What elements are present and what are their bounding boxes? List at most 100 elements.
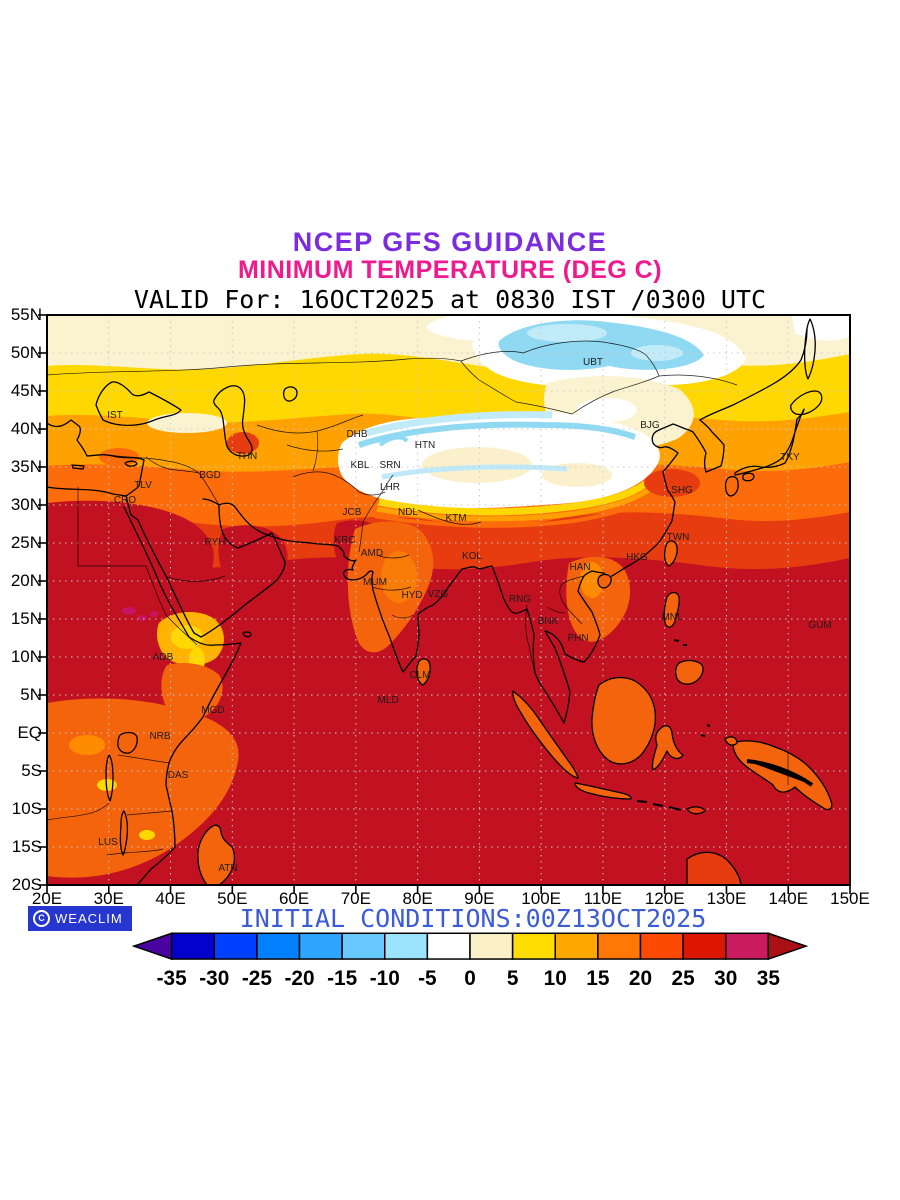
city-label-ryh: RYH xyxy=(205,537,226,548)
city-label-atn: ATN xyxy=(218,863,237,874)
lat-tick-25n: 25N xyxy=(10,533,42,552)
colorbar-tick--20: -20 xyxy=(284,967,314,990)
colorbar-tick-10: 10 xyxy=(544,967,567,990)
city-label-mld: MLD xyxy=(377,695,398,706)
colorbar-tick--30: -30 xyxy=(199,967,229,990)
lat-tick-10s: 10S xyxy=(11,799,42,818)
colorbar-cell-4 xyxy=(341,932,386,960)
city-label-kol: KOL xyxy=(462,551,482,562)
colorbar-arrow-right xyxy=(767,932,808,961)
lat-tick-15s: 15S xyxy=(11,837,42,856)
temperature-field xyxy=(47,314,850,885)
lat-tick-20s: 20S xyxy=(11,875,42,894)
lat-tick-eq: EQ xyxy=(17,723,42,742)
map-frame xyxy=(46,314,851,886)
lat-tick-5s: 5S xyxy=(21,761,42,780)
city-label-amd: AMD xyxy=(361,548,383,559)
city-label-bgd: BGD xyxy=(199,470,221,481)
copyright-circle-icon: C xyxy=(33,910,50,927)
city-label-mgd: MGD xyxy=(201,705,224,716)
city-label-das: DAS xyxy=(168,770,189,781)
city-label-srn: SRN xyxy=(379,460,400,471)
colorbar-cell-13 xyxy=(724,932,770,960)
lon-tick-110e: 110E xyxy=(583,889,623,908)
city-label-kbl: KBL xyxy=(351,460,370,471)
colorbar-cell-6 xyxy=(426,932,471,960)
islands xyxy=(197,390,833,886)
lon-tick-80e: 80E xyxy=(402,889,433,908)
lon-tick-130e: 130E xyxy=(706,889,747,908)
colorbar-tick-20: 20 xyxy=(629,967,652,990)
lon-tick-30e: 30E xyxy=(93,889,124,908)
city-label-lhr: LHR xyxy=(380,482,400,493)
temperature-colorbar: -35 -30 -25 -20 -15 -10 -5 0 5 10 15 20 25 30 35 xyxy=(132,932,808,990)
city-label-rng: RNG xyxy=(509,594,531,605)
colorbar-cell-1 xyxy=(213,932,258,960)
city-label-mnl: MNL xyxy=(661,612,683,623)
lon-tick-100e: 100E xyxy=(521,889,561,908)
colorbar-cell-5 xyxy=(384,932,429,960)
colorbar-cell-11 xyxy=(639,932,684,960)
colorbar-cell-10 xyxy=(597,932,642,960)
lat-tick-15n: 15N xyxy=(10,609,42,628)
colorbar-arrow-left xyxy=(132,932,173,961)
colorbar-tick--35: -35 xyxy=(157,967,187,990)
city-label-tky: TKY xyxy=(780,452,800,463)
colorbar-cell-9 xyxy=(554,932,599,960)
city-label-thn: THN xyxy=(237,451,258,462)
lon-tick-20e: 20E xyxy=(31,889,63,908)
city-label-bjg: BJG xyxy=(640,420,660,431)
lat-tick-45n: 45N xyxy=(10,381,42,400)
page-title: NCEP GFS GUIDANCE xyxy=(292,227,608,257)
city-label-ktm: KTM xyxy=(445,513,466,524)
colorbar-tick--25: -25 xyxy=(242,967,272,990)
temperature-map: IST THN BGD TLV CRO RYH DHB KBL SRN LHR HTN UBT BJG T… xyxy=(38,314,851,894)
lon-tick-90e: 90E xyxy=(464,889,495,908)
city-label-bnk: BNK xyxy=(538,616,559,627)
city-label-twn: TWN xyxy=(667,532,690,543)
city-label-hyd: HYD xyxy=(401,590,422,601)
colorbar-cell-0 xyxy=(170,932,216,960)
lon-tick-50e: 50E xyxy=(217,889,248,908)
city-label-nrb: NRB xyxy=(149,731,170,742)
axis-ticks xyxy=(38,314,851,894)
city-label-tlv: TLV xyxy=(134,480,152,491)
lat-tick-5n: 5N xyxy=(20,685,42,704)
city-label-shg: SHG xyxy=(671,485,693,496)
city-label-jcb: JCB xyxy=(343,507,362,518)
colorbar-tick-15: 15 xyxy=(586,967,609,990)
country-borders xyxy=(46,340,789,856)
lon-tick-120e: 120E xyxy=(644,889,685,908)
page-subtitle: MINIMUM TEMPERATURE (DEG C) xyxy=(237,256,663,284)
colorbar-tick-0: 0 xyxy=(464,967,476,990)
lon-tick-150e: 150E xyxy=(830,889,870,908)
colorbar-cell-12 xyxy=(682,932,727,960)
lon-tick-140e: 140E xyxy=(768,889,809,908)
city-label-htn: HTN xyxy=(415,440,436,451)
city-label-vzg: VZG xyxy=(428,589,449,600)
coastlines xyxy=(46,318,816,886)
colorbar-tick-5: 5 xyxy=(507,967,519,990)
lon-tick-60e: 60E xyxy=(278,889,310,908)
city-label-ndl: NDL xyxy=(398,507,418,518)
lon-tick-40e: 40E xyxy=(155,889,186,908)
colorbar-tick--15: -15 xyxy=(327,967,357,990)
weaclim-logo: C WEACLIM xyxy=(28,906,132,931)
city-label-dhb: DHB xyxy=(346,429,367,440)
valid-time-line: VALID For: 16OCT2025 at 0830 IST /0300 U… xyxy=(133,285,767,314)
city-label-ubt: UBT xyxy=(583,357,603,368)
city-label-mum: MUM xyxy=(363,577,387,588)
initial-conditions-line: INITIAL CONDITIONS:00Z13OCT2025 xyxy=(239,904,707,933)
lat-tick-40n: 40N xyxy=(10,419,42,438)
lat-tick-35n: 35N xyxy=(10,457,42,476)
city-label-gum: GUM xyxy=(808,620,831,631)
city-label-cro: CRO xyxy=(114,495,136,506)
colorbar-tick--5: -5 xyxy=(418,967,437,990)
weaclim-logo-text: WEACLIM xyxy=(55,911,123,926)
city-label-clm: CLM xyxy=(409,670,430,681)
city-label-hkg: HKG xyxy=(626,552,648,563)
city-labels-layer: IST THN BGD TLV CRO RYH DHB KBL SRN LHR HTN UBT BJG T… xyxy=(98,357,831,874)
colorbar-cell-7 xyxy=(469,932,514,960)
colorbar-cell-8 xyxy=(511,932,556,960)
